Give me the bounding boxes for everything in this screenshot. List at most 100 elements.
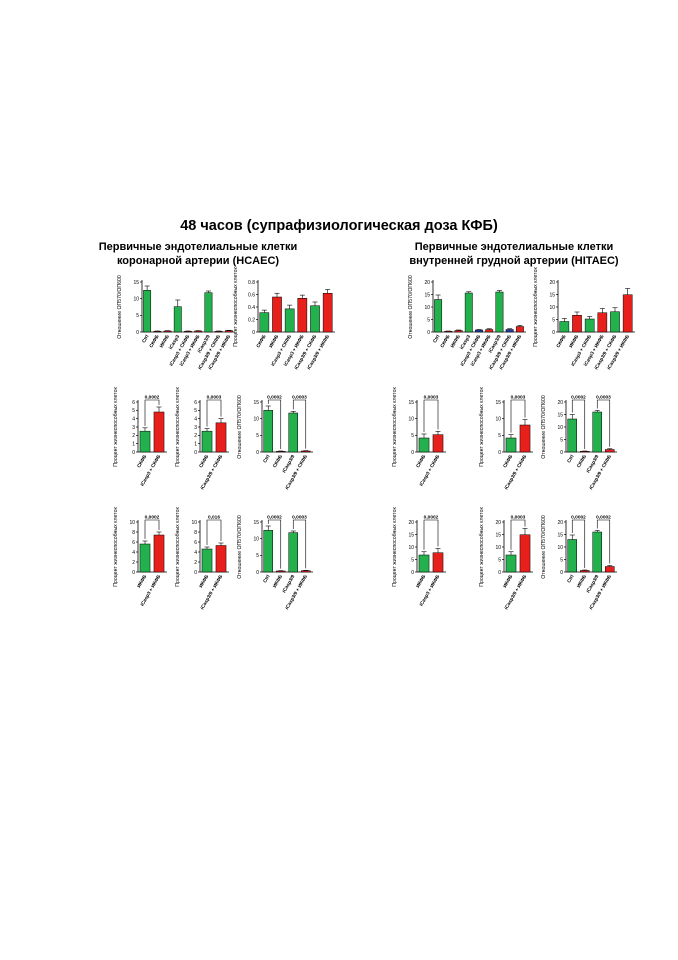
y-tick-label: 4: [194, 550, 197, 556]
bar: [143, 290, 152, 333]
y-axis-label: Процент жизнеспособных клеток: [113, 387, 119, 467]
bar: [153, 411, 165, 453]
bar: [418, 554, 430, 573]
significance-bracket: [571, 519, 586, 568]
x-tick-label: ИКФБ: [136, 574, 148, 589]
x-tick-label: Ctrl: [432, 334, 441, 344]
y-axis-label: Отношение ОП570/ОП600: [541, 395, 547, 459]
group-title-line-1: Первичные эндотелиальные клетки: [414, 241, 614, 253]
chart-hitaec-viable-all: Процент жизнеспособных клеток 0 5 10 15 20 СКФ…: [533, 267, 635, 371]
y-axis-label: Процент жизнеспособных клеток: [392, 387, 398, 467]
y-tick-label: 10: [424, 305, 430, 311]
y-tick-label: 10: [495, 545, 501, 551]
y-tick-label: 0: [252, 330, 255, 336]
x-tick-label: ИКФБ: [502, 574, 514, 589]
p-value-label: 0,0003: [511, 515, 526, 521]
x-tick-label: ИКФБ: [268, 334, 280, 349]
y-axis-label: Отношение ОП570/ОП600: [117, 275, 123, 339]
y-tick-label: 4: [194, 416, 197, 422]
y-tick-label: 0: [411, 450, 414, 456]
y-axis-label: Отношение ОП570/ОП600: [408, 275, 414, 339]
significance-bracket: [571, 399, 586, 449]
bar: [505, 437, 517, 453]
y-axis-label: Процент жизнеспособных клеток: [533, 267, 539, 347]
p-value-label: 0,0003: [292, 395, 307, 401]
x-tick-label: iCasp3/9 + СКФБ: [293, 334, 318, 371]
chart-hcaec-viable-all: Процент жизнеспособных клеток 0 0.2 0.4 0.6 0…: [233, 267, 335, 371]
bar: [153, 534, 165, 573]
y-tick-label: 10: [408, 545, 414, 551]
y-tick-label: 2: [132, 433, 135, 439]
y-tick-label: 20: [424, 280, 430, 286]
y-tick-label: 0.2: [248, 317, 255, 323]
y-tick-label: 0: [256, 570, 259, 576]
p-value-label: 0,0002: [145, 515, 160, 521]
y-tick-label: 20: [549, 280, 555, 286]
y-tick-label: 6: [194, 400, 197, 406]
y-tick-label: 0: [411, 570, 414, 576]
x-tick-label: Ctrl: [566, 454, 575, 464]
chart-hitaec-viable-icasp9-ikfb: Процент жизнеспособных клеток 0 5 10 15 20 ИКФ…: [479, 507, 533, 611]
p-value-label: 0,0002: [571, 395, 586, 401]
bar: [622, 294, 633, 333]
significance-bracket: [292, 399, 307, 449]
y-tick-label: 15: [557, 532, 563, 538]
significance-bracket: [206, 399, 222, 427]
bar: [276, 451, 286, 453]
bar: [597, 312, 608, 333]
x-tick-label: СКФБ: [502, 454, 514, 469]
y-tick-label: 1: [132, 441, 135, 447]
y-axis-label: Процент жизнеспособных клеток: [392, 507, 398, 587]
y-tick-label: 4: [132, 550, 135, 556]
significance-bracket: [596, 519, 611, 564]
y-tick-label: 0: [498, 570, 501, 576]
x-tick-label: ИКФБ: [568, 334, 580, 349]
bar: [475, 329, 483, 333]
y-tick-label: 10: [549, 305, 555, 311]
x-tick-label: iCasp3/9 + СКФБ: [284, 454, 309, 491]
y-tick-label: 8: [132, 530, 135, 536]
p-value-label: 0,0003: [292, 515, 307, 521]
x-tick-label: iCasp3/9 + ИКФБ: [306, 334, 331, 371]
group-title-line-2: коронарной артерии (HCAEC): [116, 255, 280, 267]
y-tick-label: 0: [256, 450, 259, 456]
y-tick-label: 0: [194, 570, 197, 576]
bar: [605, 449, 615, 453]
bar: [263, 530, 273, 573]
x-tick-label: iCasp3/9 + СКФБ: [593, 334, 618, 371]
y-tick-label: 8: [194, 530, 197, 536]
chart-hcaec-viable-icasp3-skfb: Процент жизнеспособных клеток 0 1 2 3 4 5 6 СКФБ…: [113, 387, 167, 487]
y-tick-label: 6: [132, 400, 135, 406]
chart-hitaec-od-ikfb: Отношение ОП570/ОП600 0 5 10 15 20 Ctrl ИКФБiCa…: [541, 515, 617, 611]
bar: [173, 306, 182, 333]
p-value-label: 0,0002: [145, 395, 160, 401]
group-title-line-2: внутренней грудной артерии (HITAEC): [409, 255, 619, 267]
y-tick-label: 10: [495, 416, 501, 422]
bar: [592, 531, 602, 573]
bar: [153, 331, 162, 333]
x-tick-label: ИКФБ: [415, 574, 427, 589]
bar: [519, 424, 531, 453]
y-tick-label: 15: [557, 412, 563, 418]
p-value-label: 0,0003: [596, 395, 611, 401]
y-tick-label: 5: [132, 408, 135, 414]
bar: [284, 308, 295, 333]
p-value-label: 0,0002: [267, 515, 282, 521]
y-axis-label: Отношение ОП570/ОП600: [541, 515, 547, 579]
significance-bracket: [423, 519, 439, 550]
y-tick-label: 10: [557, 425, 563, 431]
bar: [584, 318, 595, 333]
y-tick-label: 0: [560, 570, 563, 576]
x-tick-label: ИКФБ: [198, 574, 210, 589]
bar: [434, 299, 443, 333]
bar: [215, 422, 227, 453]
y-tick-label: 5: [427, 317, 430, 323]
y-tick-label: 5: [411, 433, 414, 439]
bar: [605, 566, 615, 573]
x-tick-label: iCasp3/9 + ИКФБ: [588, 574, 613, 611]
bar: [444, 331, 453, 333]
p-value-label: 0,0003: [424, 395, 439, 401]
y-tick-label: 0.4: [248, 305, 255, 311]
x-tick-label: Ctrl: [566, 574, 575, 584]
y-tick-label: 5: [256, 553, 259, 559]
